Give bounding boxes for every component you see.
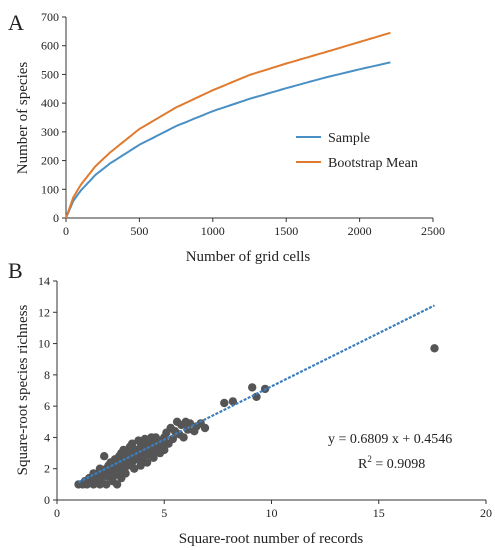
panel-b-x-tick-label: 0 bbox=[54, 506, 60, 520]
data-point bbox=[121, 469, 130, 478]
data-point bbox=[179, 433, 188, 442]
panel-b-y-tick-label: 10 bbox=[38, 337, 50, 351]
data-point bbox=[130, 464, 139, 473]
data-point bbox=[136, 461, 145, 470]
panel-b-y-tick-label: 4 bbox=[44, 430, 50, 444]
panel-a-y-tick-label: 500 bbox=[41, 67, 59, 81]
data-point bbox=[168, 434, 177, 444]
panel-b-y-tick-label: 0 bbox=[44, 493, 50, 507]
panel-a-y-tick-label: 700 bbox=[41, 10, 59, 24]
panel-a-x-tick-label: 0 bbox=[63, 224, 69, 238]
panel-a-xlabel: Number of grid cells bbox=[186, 249, 311, 265]
data-point bbox=[100, 452, 109, 461]
panel-a-chart: A 0 500 1000 1500 2000 2500 0 100 200 300 400 500 60… bbox=[8, 10, 445, 265]
panel-a-x-tick-label: 2500 bbox=[421, 224, 445, 238]
panel-a-y-tick-label: 200 bbox=[41, 154, 59, 168]
panel-b-y-tick-label: 2 bbox=[44, 462, 50, 476]
data-point bbox=[112, 480, 122, 489]
panel-b-ylabel: Square-root species richness bbox=[15, 304, 31, 475]
r-squared-superscript: 2 bbox=[367, 454, 372, 464]
panel-a-axes: 0 500 1000 1500 2000 2500 0 100 200 300 400 500 600 7… bbox=[41, 10, 445, 238]
panel-a-y-tick-label: 300 bbox=[41, 125, 59, 139]
panel-a-legend: Sample Bootstrap Mean bbox=[296, 131, 418, 171]
panel-a-x-tick-label: 1500 bbox=[274, 224, 298, 238]
panel-a-ylabel: Number of species bbox=[15, 62, 31, 175]
r-squared-label: R2 = 0.9098 bbox=[358, 454, 425, 472]
panel-b-chart: B 0 5 10 15 20 0 2 4 6 8 10 12 14 y = 0.6809 x + 0.4… bbox=[8, 258, 492, 547]
trendline bbox=[77, 304, 436, 484]
panel-b-axes: 0 5 10 15 20 0 2 4 6 8 10 12 14 bbox=[38, 274, 492, 520]
data-point bbox=[220, 398, 229, 408]
series-line-bootstrap-mean bbox=[65, 31, 391, 219]
panel-b-y-tick-label: 6 bbox=[44, 399, 50, 413]
panel-b-x-tick-label: 5 bbox=[161, 506, 167, 520]
data-point bbox=[142, 458, 152, 467]
panel-b-x-tick-label: 15 bbox=[373, 506, 385, 520]
panel-b-y-tick-label: 12 bbox=[38, 305, 50, 319]
data-point bbox=[200, 423, 210, 433]
data-point bbox=[228, 397, 238, 406]
data-point bbox=[430, 344, 439, 353]
panel-a-y-tick-label: 400 bbox=[41, 96, 59, 110]
r-squared-value: = 0.9098 bbox=[372, 457, 425, 472]
panel-a-y-tick-label: 0 bbox=[53, 211, 59, 225]
panel-b-x-tick-label: 10 bbox=[266, 506, 278, 520]
series-line-sample bbox=[65, 61, 391, 219]
panel-a-series bbox=[65, 31, 391, 219]
panel-b-x-tick-label: 20 bbox=[480, 506, 492, 520]
panel-b-xlabel: Square-root number of records bbox=[179, 531, 364, 547]
panel-a-x-tick-label: 1000 bbox=[201, 224, 225, 238]
panel-b-points bbox=[74, 344, 439, 489]
data-point bbox=[160, 445, 169, 455]
panel-a-letter: A bbox=[8, 10, 24, 35]
panel-a-x-tick-label: 500 bbox=[130, 224, 148, 238]
data-point bbox=[248, 383, 257, 392]
data-point bbox=[252, 392, 261, 401]
data-point bbox=[149, 453, 158, 462]
legend-label-sample: Sample bbox=[328, 131, 370, 146]
regression-equation: y = 0.6809 x + 0.4546 bbox=[328, 432, 452, 447]
panel-a-y-tick-label: 100 bbox=[41, 182, 59, 196]
data-point bbox=[102, 480, 111, 489]
panel-a-y-tick-label: 600 bbox=[41, 39, 59, 53]
panel-b-y-tick-label: 14 bbox=[38, 274, 50, 288]
r-squared-prefix: R bbox=[358, 457, 368, 472]
panel-b-y-tick-label: 8 bbox=[44, 368, 50, 382]
legend-label-bootstrap-mean: Bootstrap Mean bbox=[328, 156, 418, 171]
panel-a-x-tick-label: 2000 bbox=[348, 224, 372, 238]
data-point bbox=[127, 439, 137, 448]
panel-b-letter: B bbox=[8, 258, 23, 283]
panel-b-trendline bbox=[77, 304, 436, 484]
